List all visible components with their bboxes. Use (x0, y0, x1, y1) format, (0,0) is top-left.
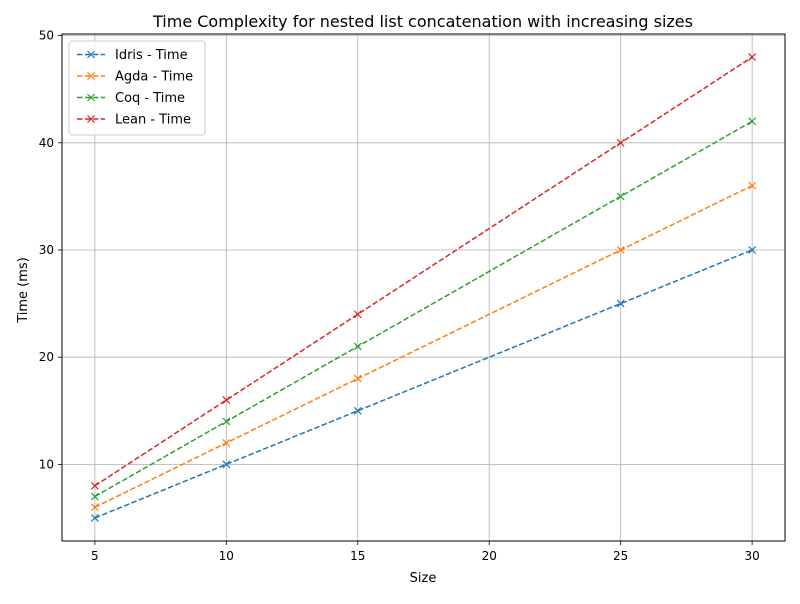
series-line (94, 56, 753, 487)
data-point-marker (222, 396, 231, 404)
x-axis-label: Size (410, 571, 437, 586)
chart-title: Time Complexity for nested list concaten… (152, 12, 693, 31)
data-point-marker (90, 514, 99, 522)
legend-marker (87, 50, 95, 59)
series-agda (90, 181, 757, 512)
data-point-marker (353, 342, 362, 351)
data-point-marker (616, 246, 625, 254)
y-tick-label: 10 (39, 457, 54, 471)
data-point-marker (90, 492, 99, 501)
series-lines (90, 53, 757, 522)
data-point-marker (90, 481, 99, 490)
x-tick-label: 30 (744, 549, 759, 563)
data-point-marker (353, 310, 362, 319)
y-axis-label: Time (ms) (16, 257, 31, 324)
data-point-marker (222, 460, 231, 469)
legend-item: Agda - Time (77, 70, 193, 85)
grid (62, 34, 785, 541)
series-coq (90, 117, 757, 501)
data-point-marker (616, 192, 625, 201)
legend-label: Idris - Time (115, 48, 188, 63)
plot-frame (61, 33, 786, 542)
data-point-marker (748, 246, 757, 254)
y-tick-label: 30 (39, 243, 54, 257)
legend-marker (87, 93, 95, 102)
legend-item: Lean - Time (77, 113, 191, 128)
legend: Idris - Time Agda - Time Coq - Time Lean - … (68, 40, 206, 136)
x-tick-label: 15 (350, 549, 365, 563)
data-point-marker (748, 117, 757, 126)
legend-label: Coq - Time (115, 91, 185, 106)
data-point-marker (748, 181, 757, 190)
y-tick-label: 20 (39, 350, 54, 364)
series-idris (90, 246, 757, 522)
legend-label: Agda - Time (115, 70, 193, 85)
legend-box (68, 40, 206, 136)
data-point-marker (90, 503, 99, 512)
legend-label: Lean - Time (115, 113, 191, 128)
data-point-marker (222, 438, 231, 447)
data-point-marker (353, 406, 362, 415)
axis-ticks: 5 10 15 20 25 30 10 20 30 40 50 (39, 29, 760, 563)
x-tick-label: 25 (613, 549, 628, 563)
y-tick-label: 40 (39, 136, 54, 150)
data-point-marker (748, 53, 757, 61)
y-tick-label: 50 (39, 29, 54, 43)
data-point-marker (616, 138, 625, 147)
x-tick-label: 10 (219, 549, 234, 563)
legend-item: Idris - Time (77, 48, 188, 63)
data-point-marker (616, 299, 625, 308)
legend-marker (87, 115, 95, 123)
data-point-marker (353, 374, 362, 383)
legend-marker (87, 72, 95, 80)
x-tick-label: 20 (482, 549, 497, 563)
x-tick-label: 5 (91, 549, 99, 563)
series-lean (90, 53, 757, 490)
data-point-marker (222, 417, 231, 426)
legend-item: Coq - Time (77, 91, 185, 106)
